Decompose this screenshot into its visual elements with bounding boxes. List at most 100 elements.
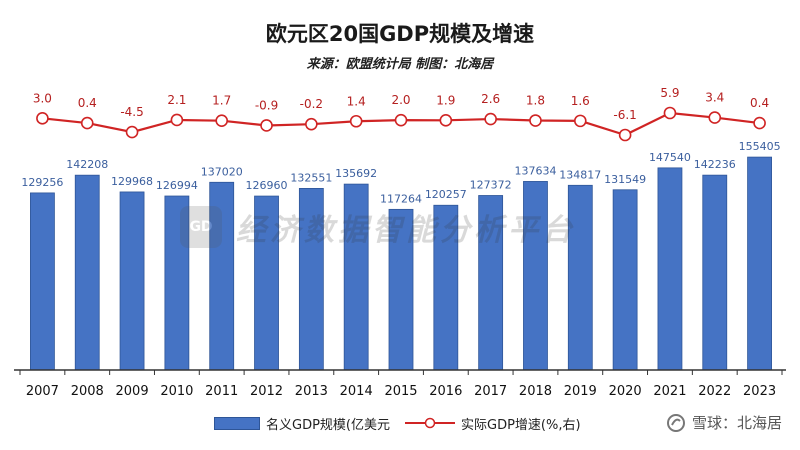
growth-value-label: 2.6 — [481, 92, 500, 106]
bar — [164, 195, 190, 371]
bar-value-label: 137020 — [201, 165, 243, 178]
center-watermark: GD 经济数据智能分析平台 — [180, 205, 576, 249]
growth-point — [618, 128, 632, 142]
x-tick-label: 2008 — [71, 384, 104, 399]
growth-value-label: 1.6 — [571, 94, 590, 108]
bar — [478, 195, 504, 371]
growth-value-label: 1.9 — [436, 93, 455, 107]
bar-value-label: 147540 — [649, 151, 691, 164]
bar — [30, 192, 55, 371]
growth-point — [484, 112, 497, 126]
bar-value-label: 155405 — [739, 140, 781, 153]
bar-value-label: 135692 — [335, 167, 377, 180]
brand-text: 雪球：北海居 — [691, 414, 782, 432]
bar-value-label: 126960 — [246, 179, 288, 192]
bar — [119, 191, 145, 371]
x-tick-label: 2018 — [519, 384, 552, 399]
bar-value-label: 126994 — [156, 179, 198, 192]
bar — [209, 181, 235, 371]
bar — [747, 156, 772, 371]
chart-subtitle: 来源：欧盟统计局 制图：北海居 — [306, 57, 494, 72]
x-tick-label: 2009 — [116, 384, 149, 399]
growth-point — [573, 114, 587, 128]
bar-value-label: 129968 — [111, 175, 153, 188]
growth-point — [125, 125, 139, 139]
growth-value-label: 1.7 — [212, 94, 231, 108]
growth-point — [708, 111, 722, 124]
legend-swatch-line — [405, 417, 455, 429]
growth-point — [663, 106, 677, 120]
growth-value-label: 1.8 — [526, 94, 545, 108]
legend-label-line: 实际GDP增速(%,右) — [461, 417, 581, 433]
legend-label-bars: 名义GDP规模(亿美元 — [266, 417, 390, 433]
bar-value-label: 129256 — [21, 176, 63, 189]
growth-value-label: 1.4 — [347, 94, 366, 108]
growth-value-label: 5.9 — [660, 86, 679, 100]
x-tick-label: 2013 — [295, 384, 328, 399]
x-tick-label: 2017 — [474, 384, 507, 399]
bar-value-label: 142208 — [66, 158, 108, 171]
x-tick-label: 2019 — [564, 384, 597, 399]
growth-value-label: 2.1 — [167, 93, 186, 107]
legend-swatch-bar — [214, 416, 260, 430]
watermark-text: 经济数据智能分析平台 — [236, 213, 576, 248]
x-tick-label: 2016 — [429, 384, 462, 399]
x-tick-label: 2007 — [26, 384, 59, 399]
bar — [612, 189, 638, 371]
growth-value-label: 0.4 — [78, 96, 97, 110]
bar-value-label: 117264 — [380, 192, 422, 205]
growth-point — [394, 113, 408, 127]
x-tick-label: 2022 — [698, 384, 731, 399]
bar — [523, 181, 548, 371]
bar-value-label: 120257 — [425, 188, 467, 201]
x-tick-label: 2023 — [743, 384, 776, 399]
growth-point — [260, 119, 273, 132]
growth-point — [529, 114, 542, 127]
x-tick-label: 2015 — [384, 384, 417, 399]
bar — [74, 174, 100, 371]
watermark-logo-icon: GD — [180, 206, 222, 248]
growth-value-label: -4.5 — [120, 105, 143, 119]
bar-value-label: 134817 — [559, 168, 601, 181]
x-tick-label: 2011 — [205, 384, 238, 399]
bar-value-label: 131549 — [604, 173, 646, 186]
legend-item-bars: 名义GDP规模(亿美元 — [214, 413, 390, 433]
snowball-icon — [666, 413, 685, 432]
bar — [343, 183, 369, 371]
bar — [702, 174, 728, 371]
bar-value-label: 137634 — [514, 164, 556, 177]
growth-value-label: -0.2 — [300, 97, 323, 111]
growth-point — [439, 114, 453, 127]
axis-layer: 2007 2008 2009 2010 2011 2012 2013 2014 2015 2016… — [14, 369, 786, 399]
x-tick-label: 2014 — [340, 384, 373, 399]
growth-point — [753, 116, 766, 130]
growth-value-label: 3.4 — [705, 91, 724, 105]
x-tick-label: 2020 — [609, 384, 642, 399]
chart-title: 欧元区20国GDP规模及增速 — [265, 22, 535, 46]
growth-value-label: 2.0 — [391, 93, 410, 107]
bar — [388, 208, 414, 371]
legend-item-line: 实际GDP增速(%,右) — [405, 413, 581, 433]
growth-value-label: 3.0 — [33, 91, 52, 105]
bar — [567, 184, 593, 371]
growth-value-label: -6.1 — [613, 108, 636, 122]
growth-point — [80, 116, 94, 130]
growth-value-label: -0.9 — [255, 98, 278, 112]
brand-watermark: 雪球：北海居 — [666, 412, 782, 433]
growth-point — [305, 117, 318, 131]
x-tick-label: 2021 — [653, 384, 686, 399]
growth-point — [215, 114, 229, 127]
bar — [433, 204, 459, 371]
growth-point — [349, 114, 363, 128]
bar-value-label: 132551 — [290, 171, 332, 184]
growth-value-label: 0.4 — [750, 96, 769, 110]
bar — [657, 167, 683, 371]
line-layer: 3.0 0.4 -4.5 2.1 1.7 -0.9 -0.2 1.4 2.0 1.9 2.6 1.8 1… — [33, 86, 769, 142]
bar-value-label: 142236 — [694, 158, 736, 171]
x-tick-label: 2012 — [250, 384, 283, 399]
growth-point — [36, 112, 49, 125]
bar-value-label: 127372 — [470, 179, 512, 192]
x-tick-label: 2010 — [160, 384, 193, 399]
